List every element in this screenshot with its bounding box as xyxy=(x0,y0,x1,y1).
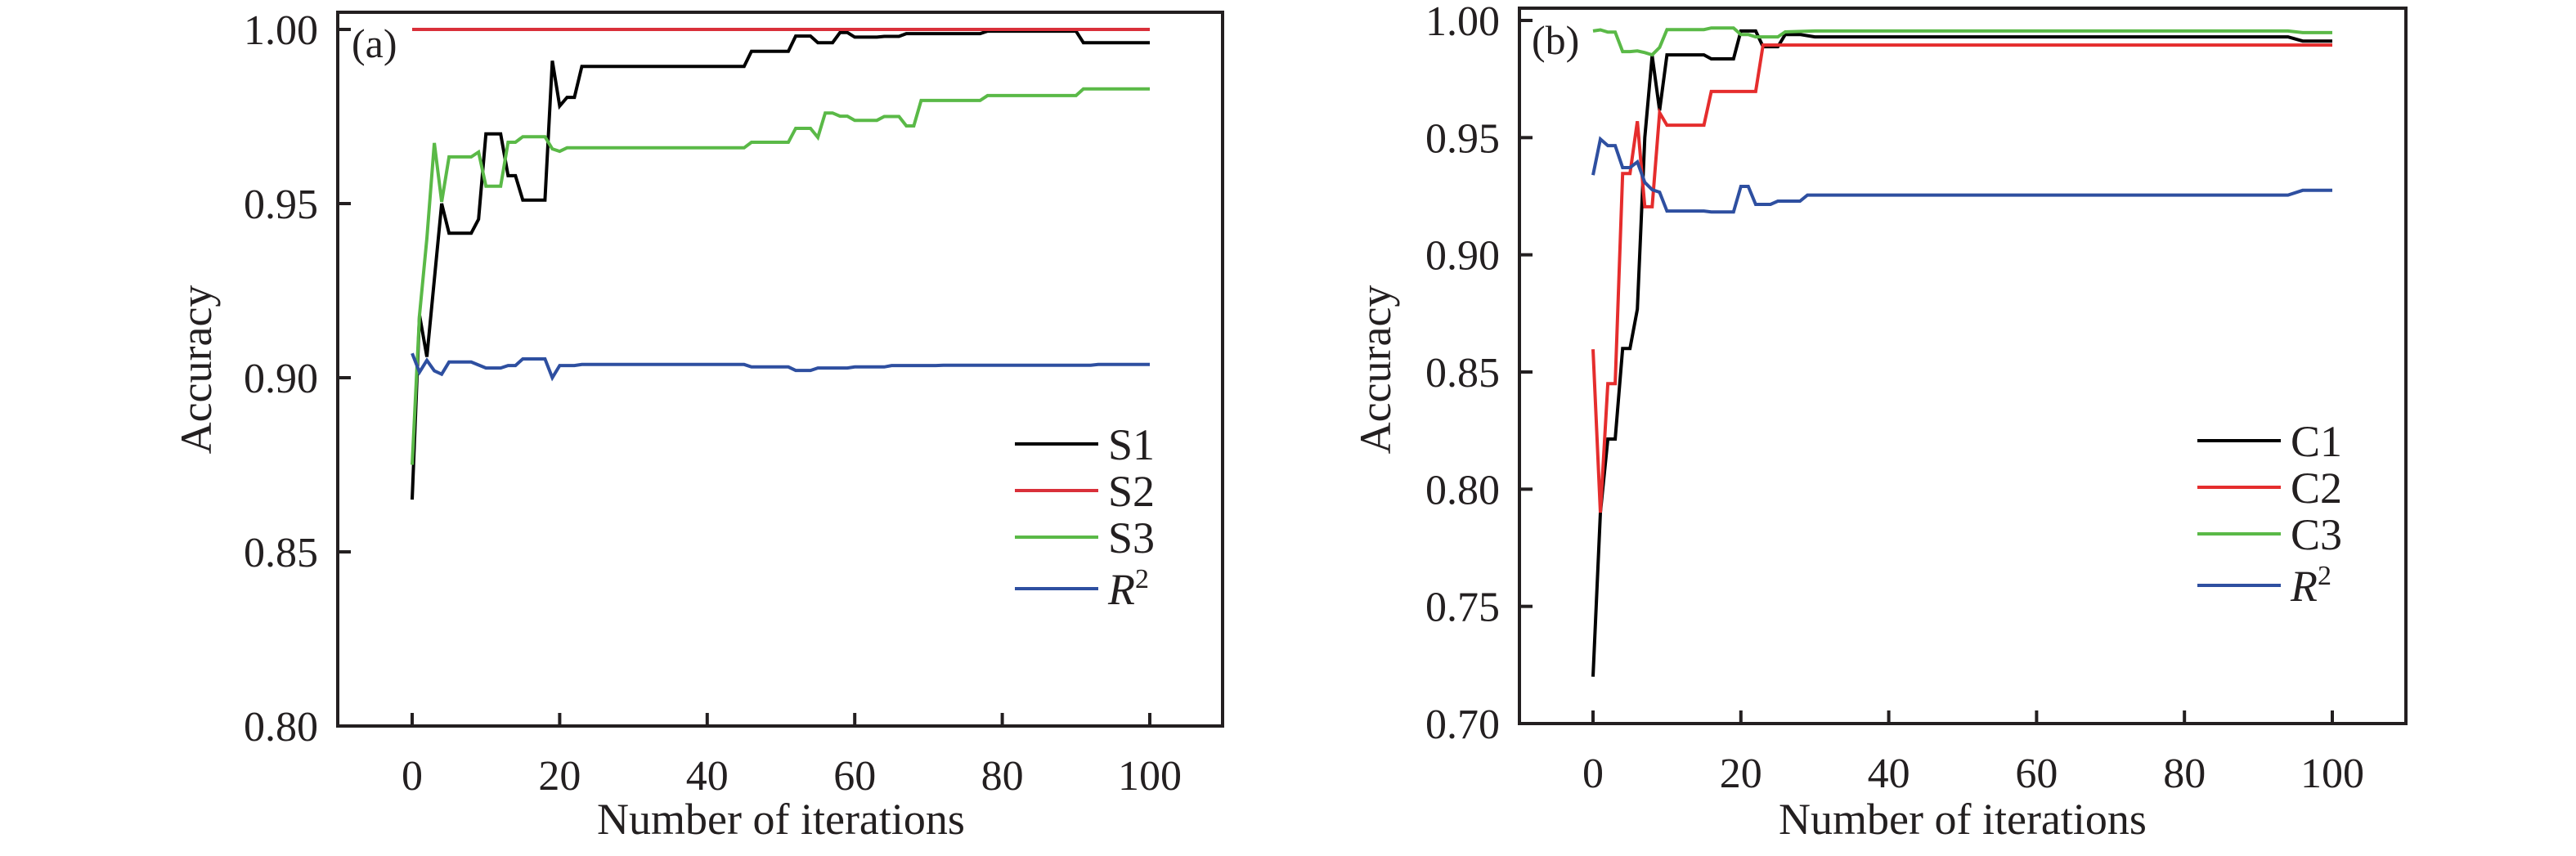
panel-label: (b) xyxy=(1532,17,1579,63)
legend-label-text: C1 xyxy=(2291,417,2342,466)
y-tick-label: 0.95 xyxy=(1425,115,1500,162)
x-tick-label: 60 xyxy=(2015,751,2058,797)
legend-label: C1 xyxy=(2291,417,2342,466)
y-tick-label: 1.00 xyxy=(1425,0,1500,45)
legend-label-superscript: 2 xyxy=(1135,564,1149,594)
legend-item: C3 xyxy=(2197,510,2342,559)
legend-label: S3 xyxy=(1108,513,1155,562)
x-tick-label: 40 xyxy=(686,753,729,800)
y-ticks: 0.70 0.75 0.80 0.85 0.90 0.95 1.00 xyxy=(1425,0,1533,748)
legend-label-text: C3 xyxy=(2291,510,2342,559)
y-tick-label: 0.80 xyxy=(244,704,318,751)
x-ticks: 0 20 40 60 80 100 xyxy=(1582,710,2364,797)
y-axis-title: Accuracy xyxy=(172,285,221,455)
series-lines xyxy=(1591,26,2332,677)
legend-item: S2 xyxy=(1015,467,1155,516)
panel-b: 0.70 0.75 0.80 0.85 0.90 0.95 1.00 0 20 40 60 80 10… xyxy=(1351,0,2408,844)
y-tick-label: 0.85 xyxy=(244,530,318,576)
panel-label: (a) xyxy=(352,20,397,66)
y-tick-label: 0.90 xyxy=(244,356,318,402)
y-tick-label: 0.80 xyxy=(1425,467,1500,513)
x-tick-label: 0 xyxy=(1582,751,1604,797)
legend-label-superscript: 2 xyxy=(2318,561,2331,591)
series-line-r2 xyxy=(1591,136,2332,214)
legend-item: R2 xyxy=(1015,564,1149,614)
series-line-r2 xyxy=(411,352,1150,382)
legend-label: R2 xyxy=(2290,561,2331,611)
x-tick-label: 20 xyxy=(538,753,581,800)
x-tick-label: 100 xyxy=(1118,753,1182,800)
x-tick-label: 20 xyxy=(1720,751,1762,797)
x-tick-label: 80 xyxy=(2163,751,2206,797)
legend-label: S2 xyxy=(1108,467,1155,516)
legend-label: C3 xyxy=(2291,510,2342,559)
legend-item: C1 xyxy=(2197,417,2342,466)
series-line-s1 xyxy=(411,29,1150,500)
x-tick-label: 80 xyxy=(981,753,1024,800)
legend-label: C2 xyxy=(2291,464,2342,513)
legend-item: S3 xyxy=(1015,513,1155,562)
y-tick-label: 0.95 xyxy=(244,182,318,228)
y-tick-label: 0.70 xyxy=(1425,701,1500,748)
x-tick-label: 40 xyxy=(1868,751,1910,797)
legend-item: R2 xyxy=(2197,561,2331,611)
y-tick-label: 1.00 xyxy=(244,7,318,54)
x-axis-title: Number of iterations xyxy=(1779,795,2147,844)
panel-a: 0.80 0.85 0.90 0.95 1.00 0 20 40 60 80 100 (a) Nu… xyxy=(172,7,1224,844)
legend-item: C2 xyxy=(2197,464,2342,513)
legend-label: R2 xyxy=(1107,564,1149,614)
x-tick-label: 0 xyxy=(402,753,423,800)
series-line-c3 xyxy=(1592,26,2332,57)
y-ticks: 0.80 0.85 0.90 0.95 1.00 xyxy=(244,7,351,751)
legend-label-text: S2 xyxy=(1108,467,1155,516)
x-tick-label: 60 xyxy=(833,753,876,800)
legend-label-text: R xyxy=(2290,562,2318,611)
plot-frame xyxy=(1518,7,2408,725)
legend-label-text: S3 xyxy=(1108,513,1155,562)
x-ticks: 0 20 40 60 80 100 xyxy=(402,713,1182,800)
series-lines xyxy=(411,28,1150,500)
legend-label-text: C2 xyxy=(2291,464,2342,513)
series-line-c2 xyxy=(1591,43,2332,513)
legend-label-text: R xyxy=(1107,565,1135,614)
y-tick-label: 0.90 xyxy=(1425,233,1500,280)
x-tick-label: 100 xyxy=(2300,751,2364,797)
legend-item: S1 xyxy=(1015,420,1155,469)
legend-label-text: S1 xyxy=(1108,420,1155,469)
plot-frame xyxy=(336,11,1224,728)
series-line-s3 xyxy=(411,87,1150,465)
x-axis-title: Number of iterations xyxy=(597,795,965,844)
legend-label: S1 xyxy=(1108,420,1155,469)
y-tick-label: 0.85 xyxy=(1425,350,1500,397)
y-axis-title: Accuracy xyxy=(1351,285,1400,455)
y-tick-label: 0.75 xyxy=(1425,585,1500,631)
series-line-c1 xyxy=(1591,29,2332,677)
